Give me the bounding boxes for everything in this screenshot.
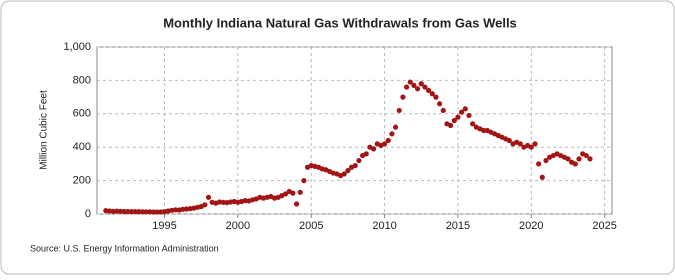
data-point [150, 209, 157, 215]
data-point [459, 109, 465, 115]
data-point [301, 178, 307, 184]
data-point [128, 209, 135, 215]
data-point [543, 157, 549, 164]
data-point [293, 201, 300, 207]
data-point [455, 114, 461, 120]
plot-area [96, 46, 613, 215]
data-point [539, 174, 545, 180]
data-point [282, 191, 289, 197]
data-point [440, 107, 446, 114]
data-point [422, 84, 428, 90]
data-point [583, 152, 589, 159]
data-point [576, 156, 582, 162]
y-axis-label: Million Cubic Feet [39, 90, 50, 170]
data-point [418, 81, 424, 87]
data-point [381, 141, 388, 147]
y-tick-label: 200 [73, 175, 91, 187]
data-point [517, 141, 523, 147]
data-point [125, 208, 131, 215]
x-tick-label: 2010 [372, 220, 396, 232]
y-tick-label: 800 [73, 74, 91, 86]
data-point [400, 94, 406, 100]
data-point [411, 82, 417, 89]
data-point [117, 208, 124, 214]
y-tick-label: 400 [73, 141, 91, 153]
data-point [536, 161, 542, 167]
data-point [466, 112, 472, 119]
data-point [205, 194, 212, 200]
data-point [425, 87, 432, 94]
data-point [352, 162, 358, 169]
x-tick-label: 2020 [519, 220, 543, 232]
x-tick-label: 2025 [592, 220, 616, 232]
data-point [462, 106, 468, 112]
data-point [290, 190, 296, 196]
data-point [143, 209, 149, 215]
data-point [481, 127, 487, 134]
data-point [139, 209, 146, 215]
chart-title: Monthly Indiana Natural Gas Withdrawals … [163, 15, 517, 30]
data-point [297, 189, 303, 195]
data-point [341, 171, 347, 177]
data-point [506, 137, 512, 144]
data-point [356, 157, 362, 164]
data-point [114, 208, 120, 214]
data-point [436, 101, 443, 107]
source-note: Source: U.S. Energy Information Administ… [30, 243, 219, 253]
x-tick-label: 2000 [226, 220, 250, 232]
x-tick-label: 1995 [152, 220, 176, 232]
data-point [532, 141, 538, 147]
data-point [121, 208, 127, 215]
data-point [407, 79, 413, 85]
data-point [572, 161, 578, 167]
data-point [451, 117, 457, 124]
data-point [172, 207, 179, 213]
data-point [448, 122, 454, 129]
data-point [136, 209, 142, 215]
data-point [345, 167, 351, 174]
data-point [147, 209, 153, 215]
data-point [392, 124, 399, 130]
data-point [587, 156, 593, 162]
data-point [414, 86, 421, 92]
data-point [565, 156, 571, 162]
data-point [363, 151, 369, 157]
x-tick-label: 2015 [446, 220, 470, 232]
y-tick-label: 600 [73, 108, 91, 120]
data-point [433, 94, 439, 100]
data-point [389, 131, 395, 137]
data-point [110, 208, 116, 214]
y-tick-label: 1,000 [63, 41, 91, 53]
data-point [154, 209, 160, 215]
data-point [470, 121, 476, 127]
data-point [385, 137, 391, 144]
data-point [370, 146, 377, 152]
data-point [528, 144, 534, 150]
y-tick-label: 0 [85, 208, 91, 220]
data-point [132, 209, 138, 215]
x-tick-label: 2005 [299, 220, 323, 232]
data-point [429, 91, 435, 97]
data-point [202, 202, 208, 208]
data-point [403, 84, 410, 90]
data-point [396, 107, 402, 114]
